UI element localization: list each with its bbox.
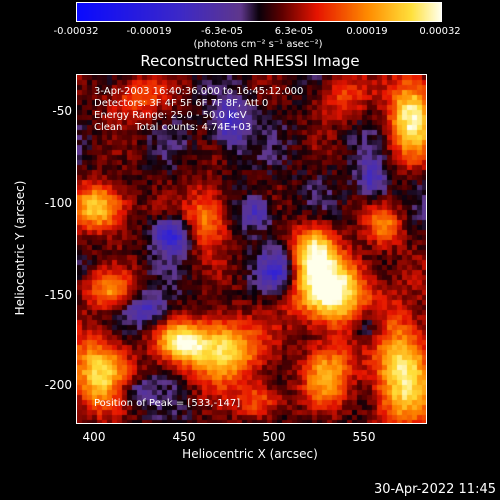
- x-tick-label: 400: [82, 430, 106, 444]
- y-tick-label: -200: [44, 378, 72, 392]
- peak-position-annotation: Position of Peak = [533,-147]: [94, 398, 241, 409]
- colorbar-tick: -0.00019: [126, 26, 172, 37]
- y-tick-label: -150: [44, 288, 72, 302]
- heatmap-image: [77, 75, 426, 423]
- y-axis-label: Heliocentric Y (arcsec): [13, 180, 27, 316]
- y-tick-label: -50: [52, 104, 72, 118]
- colorbar-tick: 0.00019: [346, 26, 388, 37]
- colorbar: [76, 2, 442, 22]
- x-tick-label: 550: [352, 430, 376, 444]
- plot-area: [76, 74, 427, 424]
- chart-title: Reconstructed RHESSI Image: [140, 52, 360, 70]
- colorbar-units: (photons cm⁻² s⁻¹ asec⁻²): [193, 39, 323, 50]
- x-axis-label: Heliocentric X (arcsec): [182, 447, 318, 461]
- timestamp: 30-Apr-2022 11:45: [374, 482, 496, 497]
- colorbar-tick: 0.00032: [419, 26, 461, 37]
- detectors-annotation: Detectors: 3F 4F 5F 6F 7F 8F, Att 0: [94, 98, 269, 109]
- y-tick-label: -100: [44, 196, 72, 210]
- energy-range-annotation: Energy Range: 25.0 - 50.0 keV: [94, 110, 247, 121]
- colorbar-tick: 6.3e-05: [274, 26, 314, 37]
- x-tick-label: 450: [172, 430, 196, 444]
- colorbar-tick: -0.00032: [53, 26, 99, 37]
- colorbar-tick: -6.3e-05: [201, 26, 243, 37]
- time-range-annotation: 3-Apr-2003 16:40:36.000 to 16:45:12.000: [94, 86, 304, 97]
- colorbar-gradient: [77, 3, 441, 21]
- x-tick-label: 500: [262, 430, 286, 444]
- counts-annotation: Clean Total counts: 4.74E+03: [94, 122, 252, 133]
